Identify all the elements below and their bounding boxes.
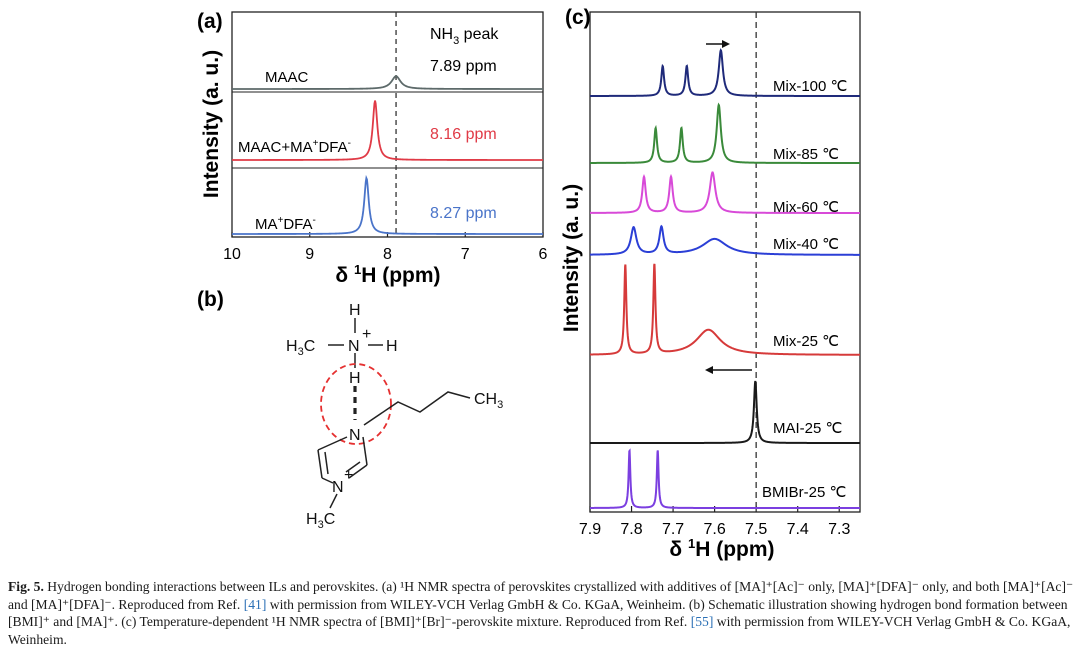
ppm-mix: 8.16 ppm <box>430 126 497 143</box>
panel-c-xtick-label: 7.6 <box>703 521 725 538</box>
panel-c-xtick-label: 7.4 <box>787 521 809 538</box>
panel-a-xtick-label: 9 <box>305 246 314 263</box>
caption-ref-55[interactable]: [55] <box>690 614 714 629</box>
atom-h-right: H <box>386 338 398 355</box>
panel-c-trace-label: Mix-40 ℃ <box>773 236 839 253</box>
arrow-right <box>706 40 730 48</box>
ring-double-bond <box>324 451 329 475</box>
label-maac-ma-dfa: MAAC+MA+DFA- <box>238 138 351 156</box>
panel-a-xtick-label: 6 <box>539 246 548 263</box>
panel-b-label: (b) <box>197 288 224 311</box>
panel-a-xtick-label: 10 <box>223 246 241 263</box>
panel-a-xtick-label: 8 <box>383 246 392 263</box>
atom-ch3-chain: CH3 <box>474 391 503 411</box>
panel-c-trace-label: Mix-60 ℃ <box>773 199 839 216</box>
panel-a-chart: Intensity (a. u.) δ 1H (ppm) 10 9 8 7 6 NH3 … <box>200 11 548 287</box>
panel-c-trace-3 <box>589 224 860 256</box>
atom-n-ring-2: N <box>332 479 344 496</box>
butyl-chain <box>363 391 471 426</box>
structure-atoms: H H3C N + H H CH3 N N + H3C <box>286 302 503 531</box>
panel-c-ylabel: Intensity (a. u.) <box>560 184 583 332</box>
panel-a-xlabel: δ 1H (ppm) <box>335 262 440 287</box>
figure-5: (a) Intensity (a. u.) δ 1H (ppm) 10 9 8 7 6 … <box>197 6 861 561</box>
panel-a-xtick-label: 7 <box>461 246 470 263</box>
panel-c-trace-label: BMIBr-25 ℃ <box>762 484 846 501</box>
ring-bond-1 <box>317 436 348 451</box>
panel-c-trace-label: Mix-25 ℃ <box>773 333 839 350</box>
caption-text-1: Hydrogen bonding interactions between IL… <box>8 579 1074 612</box>
panel-c-xtick-label: 7.8 <box>620 521 642 538</box>
panel-a-ylabel: Intensity (a. u.) <box>200 50 223 198</box>
panel-c-trace-2 <box>590 171 860 214</box>
panel-c-frame <box>589 11 861 513</box>
panel-c-trace-4 <box>590 263 860 356</box>
panel-c-trace-label: MAI-25 ℃ <box>773 420 842 437</box>
panel-a-label: (a) <box>197 10 223 33</box>
panel-c-trace-label: Mix-100 ℃ <box>773 78 847 95</box>
ring-bond-5 <box>348 464 368 479</box>
label-ma-dfa: MA+DFA- <box>255 215 316 233</box>
ring-bond-2 <box>317 449 323 479</box>
charge-plus-top: + <box>362 326 371 343</box>
hydrogen-bond-highlight <box>320 363 392 445</box>
panel-c-xtick-label: 7.5 <box>745 521 767 538</box>
ring-bond-4 <box>362 436 368 466</box>
caption-figure-number: Fig. 5. <box>8 579 44 594</box>
panel-c-label: (c) <box>565 6 591 29</box>
atom-h-top: H <box>349 302 361 319</box>
atom-n-plus: N <box>348 338 360 355</box>
ppm-maac: 7.89 ppm <box>430 58 497 75</box>
panel-b-structure <box>317 318 471 509</box>
panel-c-xtick-label: 7.9 <box>579 521 601 538</box>
panel-c-xtick-label: 7.7 <box>662 521 684 538</box>
arrow-left <box>705 366 752 374</box>
ppm-dfa: 8.27 ppm <box>430 205 497 222</box>
panel-a-frame <box>231 11 544 238</box>
panel-a-trace-1 <box>232 100 543 161</box>
atom-h-bottom: H <box>349 370 361 387</box>
panel-c-trace-1 <box>590 102 860 164</box>
bond-n-ch3 <box>329 493 338 509</box>
panel-c-trace-5 <box>590 380 860 444</box>
atom-n-ring-1: N <box>349 427 361 444</box>
panel-c-trace-label: Mix-85 ℃ <box>773 146 839 163</box>
panel-c-xtick-label: 7.3 <box>828 521 850 538</box>
caption-text-2: with permission from WILEY-VCH Verlag Gm… <box>8 596 1068 630</box>
panel-a-trace-2 <box>232 174 543 235</box>
panel-c-chart: Intensity (a. u.) δ 1H (ppm) 7.9 7.8 7.7 7.… <box>560 11 861 561</box>
panel-a-trace-0 <box>232 75 543 90</box>
charge-plus-ring: + <box>344 467 353 484</box>
caption-text-3: with permission from WILEY-VCH Verlag Gm… <box>8 614 1071 647</box>
panel-c-trace-6 <box>590 448 860 509</box>
ring-double-bond-2 <box>345 461 361 473</box>
label-maac: MAAC <box>265 69 309 86</box>
nh3-peak-label: NH3 peak <box>430 26 499 47</box>
ring-bond-3 <box>321 477 334 484</box>
atom-h3c-left: H3C <box>286 338 315 358</box>
caption-ref-41[interactable]: [41] <box>243 596 267 612</box>
figure-caption: Fig. 5. Hydrogen bonding interactions be… <box>8 578 1074 648</box>
panel-c-trace-0 <box>590 48 860 97</box>
atom-h3c-bottom: H3C <box>306 511 335 531</box>
panel-c-xlabel: δ 1H (ppm) <box>669 536 774 561</box>
